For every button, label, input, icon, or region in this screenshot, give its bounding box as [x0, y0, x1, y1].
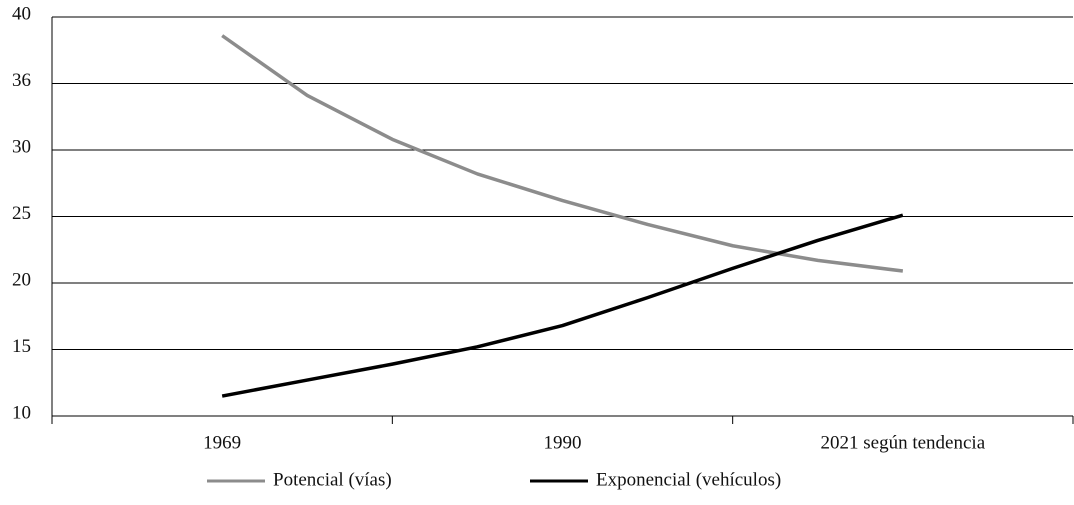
series-line: [221, 34, 904, 273]
y-tick-label: 30: [12, 136, 31, 157]
y-tick-label: 10: [12, 402, 31, 423]
series-line: [221, 213, 904, 398]
y-tick-label: 36: [12, 70, 31, 91]
y-tick-label: 15: [12, 336, 31, 357]
y-tick-label: 20: [12, 269, 31, 290]
x-tick-label: 1990: [544, 432, 582, 453]
x-tick-label: 1969: [203, 432, 241, 453]
y-tick-label: 40: [12, 3, 31, 24]
legend-label: Potencial (vías): [273, 469, 392, 490]
legend-label: Exponencial (vehículos): [596, 469, 781, 490]
x-tick-label: 2021 según tendencia: [821, 432, 986, 453]
y-tick-label: 25: [12, 203, 31, 224]
